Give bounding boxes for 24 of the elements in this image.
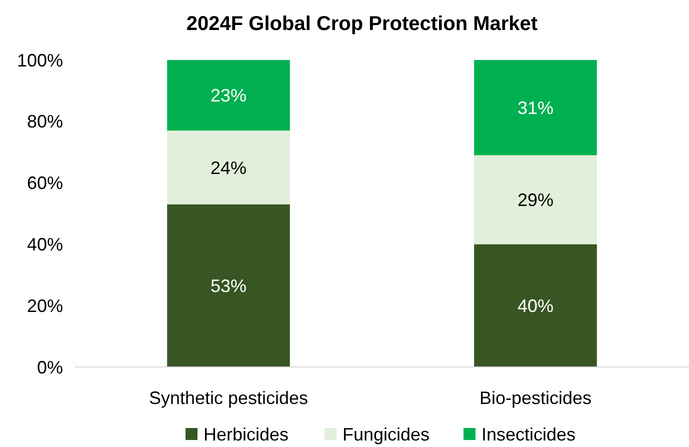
data-label: 23%: [210, 86, 247, 106]
data-label: 31%: [517, 98, 554, 118]
data-label: 24%: [210, 158, 247, 178]
bar: [167, 204, 290, 367]
bar: [167, 130, 290, 204]
chart-title: 2024F Global Crop Protection Market: [186, 13, 538, 35]
data-label: 53%: [210, 276, 247, 296]
y-tick-label: 60%: [26, 173, 63, 194]
legend-label: Insecticides: [482, 424, 576, 444]
y-tick-label: 80%: [26, 112, 63, 132]
legend-label: Fungicides: [342, 424, 430, 444]
data-label: 29%: [517, 190, 554, 210]
bar: [474, 244, 597, 367]
x-tick-label: Synthetic pesticides: [148, 388, 308, 408]
bar: [474, 155, 597, 244]
bar: [167, 60, 290, 131]
x-tick-label: Bio-pesticides: [479, 388, 592, 408]
data-label: 40%: [517, 296, 554, 316]
y-tick-label: 0%: [36, 357, 63, 378]
legend-label: Herbicides: [204, 424, 289, 444]
y-tick-label: 100%: [16, 50, 63, 70]
bar: [474, 60, 597, 156]
y-tick-label: 20%: [26, 296, 63, 316]
y-tick-label: 40%: [26, 234, 63, 254]
